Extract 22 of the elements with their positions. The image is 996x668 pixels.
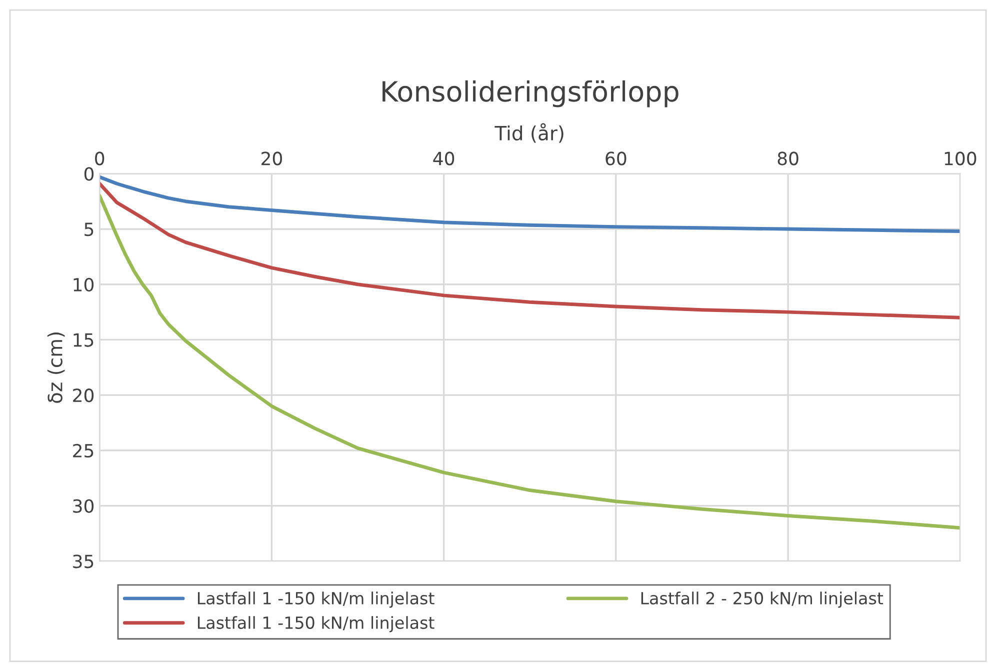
chart-title: Konsolideringsförlopp — [382, 80, 678, 108]
y-axis-title: δz (cm) — [47, 332, 65, 403]
line-series — [100, 182, 960, 320]
x-tick-label: 60 — [606, 152, 626, 166]
y-tick-label: 5 — [84, 222, 94, 236]
x-tick-label: 40 — [433, 152, 454, 166]
y-tick-label: 25 — [73, 444, 94, 458]
x-tick-label: 20 — [262, 152, 282, 166]
y-tick-label: 10 — [74, 278, 94, 292]
y-tick-label: 35 — [73, 554, 94, 568]
legend-label: Lastfall 1 -150 kN/m linjelast — [198, 592, 434, 608]
y-tick-label: 20 — [73, 388, 94, 402]
x-tick-label: 0 — [95, 152, 104, 166]
y-tick-label: 0 — [84, 167, 94, 181]
x-axis-title: Tid (år) — [494, 123, 564, 143]
y-tick-label: 15 — [74, 333, 94, 347]
legend-label: Lastfall 2 - 250 kN/m linjelast — [641, 592, 884, 608]
x-tick-label: 100 — [944, 152, 976, 166]
line-series — [100, 194, 960, 530]
x-tick-label: 80 — [778, 152, 798, 166]
legend-label: Lastfall 1 -150 kN/m linjelast — [198, 616, 434, 632]
y-tick-label: 30 — [73, 499, 94, 513]
